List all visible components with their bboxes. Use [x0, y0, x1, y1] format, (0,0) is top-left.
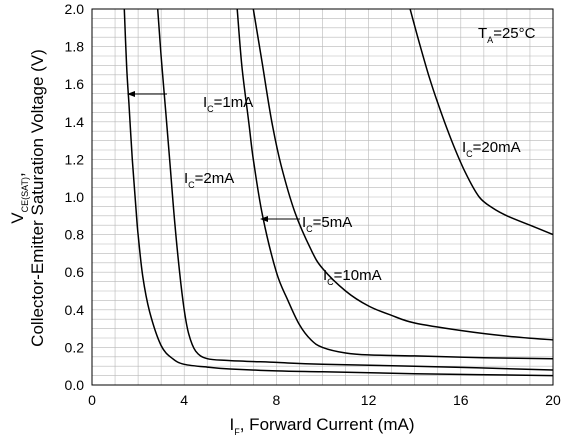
- series-line-ic-20ma: [409, 8, 554, 236]
- y-tick-label: 1.4: [65, 114, 85, 130]
- x-tick-label: 4: [180, 392, 188, 408]
- series-line-ic-5ma: [236, 8, 554, 360]
- x-tick-label: 8: [273, 392, 281, 408]
- series-label-ic-2ma: IC=2mA: [184, 170, 234, 190]
- y-tick-label: 0.0: [65, 377, 85, 393]
- series-label-ic-20ma: IC=20mA: [462, 139, 521, 159]
- y-tick-label: 0.2: [65, 339, 85, 355]
- y-tick-label: 1.8: [65, 39, 85, 55]
- arrow-ic-1ma: [127, 91, 167, 97]
- tick-labels: 0 4 8 12 16 20 0.0 0.2 0.4 0.6 0.8 1.0 1.2 1.4 1.6 1.8 2…: [65, 1, 561, 408]
- x-tick-label: 0: [88, 392, 96, 408]
- y-tick-label: 1.0: [65, 189, 85, 205]
- y-tick-label: 0.6: [65, 264, 85, 280]
- series-label-ic-5ma: IC=5mA: [302, 214, 352, 234]
- series-label-ic-1ma: IC=1mA: [203, 94, 253, 114]
- y-tick-label: 0.8: [65, 227, 85, 243]
- series-line-ic-1ma: [123, 8, 554, 377]
- x-axis-title: IF, Forward Current (mA): [230, 415, 415, 437]
- y-axis-title-line2: Collector-Emitter Saturation Voltage (V): [28, 49, 47, 347]
- y-tick-label: 2.0: [65, 1, 85, 17]
- series-line-ic-2ma: [156, 8, 554, 371]
- series-line-ic-10ma: [252, 8, 554, 341]
- condition-label: TA=25°C: [478, 25, 536, 45]
- y-axis-title-line1: VCE(SAT),: [8, 172, 30, 223]
- x-tick-label: 16: [453, 392, 469, 408]
- y-tick-label: 1.6: [65, 76, 85, 92]
- arrow-ic-5ma: [260, 216, 300, 222]
- x-tick-label: 20: [545, 392, 561, 408]
- grid: [91, 8, 554, 386]
- plot-frame: [91, 8, 554, 386]
- series-layer: [123, 8, 554, 377]
- y-tick-label: 1.2: [65, 151, 85, 167]
- y-tick-label: 0.4: [65, 302, 85, 318]
- x-tick-label: 12: [361, 392, 377, 408]
- series-label-ic-10ma: IC=10mA: [323, 267, 382, 287]
